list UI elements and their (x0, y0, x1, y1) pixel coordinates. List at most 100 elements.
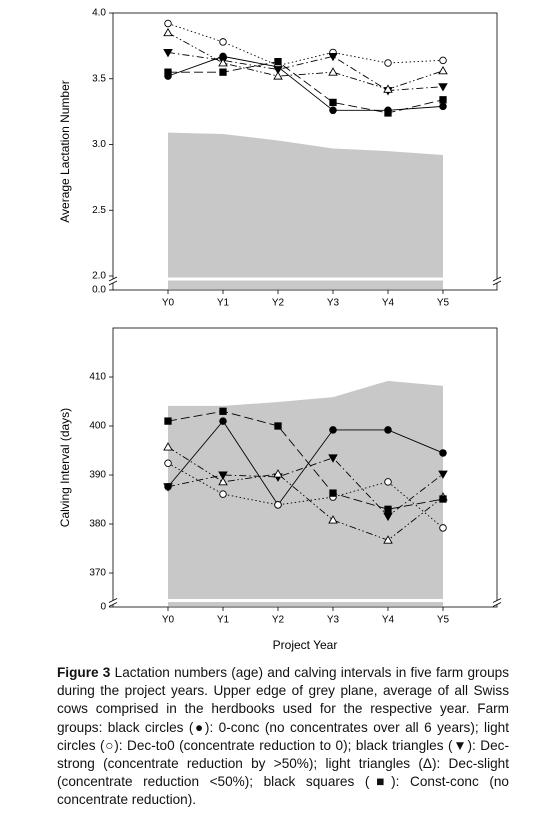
caption-text: Lactation numbers (age) and calving inte… (57, 665, 510, 808)
x-tick-label: Y2 (272, 615, 285, 626)
marker (218, 476, 228, 486)
y-tick-label: 3.5 (92, 73, 106, 84)
marker (163, 49, 173, 58)
marker (438, 470, 448, 479)
x-tick-label: Y0 (162, 298, 175, 309)
series-line (167, 462, 444, 529)
caption: Figure 3 Lactation numbers (age) and cal… (57, 664, 509, 810)
marker (328, 454, 338, 463)
series-line (167, 420, 444, 506)
x-tick-label: Y0 (162, 615, 175, 626)
marker (273, 469, 283, 478)
x-tick-label: Y3 (327, 298, 340, 309)
y-tick-label: 0.0 (92, 285, 106, 296)
marker (218, 58, 228, 67)
y-axis-label: Average Lactation Number (58, 80, 72, 223)
marker (383, 512, 393, 522)
marker (164, 68, 172, 76)
marker (384, 426, 392, 434)
x-tick-label: Y2 (272, 298, 285, 309)
herdbook-area (168, 380, 443, 606)
x-tick-label: Y3 (327, 615, 340, 626)
series-line (167, 457, 444, 517)
figure: 2.0 2.5 3.0 3.5 4.0 0.0 Y0 Y1 Y2 Y3 Y4 Y5 Average La… (58, 8, 502, 652)
marker (329, 98, 337, 107)
y-tick-label: 390 (89, 470, 106, 481)
marker (439, 102, 447, 111)
axis-break-gap (110, 279, 116, 283)
marker (219, 417, 227, 425)
marker (439, 449, 447, 457)
y-tick-label: 400 (89, 421, 106, 432)
axis-break-mark (108, 280, 118, 286)
y-tick-label: 2.0 (92, 271, 106, 282)
series-line (167, 446, 444, 541)
y-axis-label: Calving Interval (days) (58, 408, 72, 527)
axis-break-gap (168, 277, 443, 281)
plot-frame (112, 327, 498, 608)
marker (328, 67, 338, 76)
marker (164, 459, 172, 467)
axis-break-gap (110, 600, 116, 605)
marker (439, 56, 447, 65)
marker (218, 471, 228, 480)
y-tick-label: 3.0 (92, 139, 106, 150)
marker (273, 66, 283, 75)
marker (439, 495, 447, 503)
marker (329, 426, 337, 434)
axis-break-mark (492, 276, 502, 282)
y-tick-label: 2.5 (92, 205, 106, 216)
axis-break-gap (168, 599, 443, 602)
y-tick-label: 4.0 (92, 8, 106, 19)
marker (163, 442, 173, 451)
marker (219, 490, 227, 498)
axis-break-mark (492, 602, 502, 607)
marker (439, 524, 447, 532)
marker (384, 109, 392, 117)
marker (164, 19, 172, 28)
axis-break-gap (494, 600, 500, 605)
caption-label: Figure 3 (57, 665, 111, 680)
axis-break-mark (108, 602, 118, 607)
marker (328, 515, 338, 524)
marker (438, 65, 448, 75)
marker (383, 535, 393, 544)
series-line (167, 55, 444, 111)
marker (383, 84, 393, 93)
marker (274, 58, 282, 66)
marker (219, 38, 227, 46)
axis-break-mark (492, 280, 502, 286)
marker (163, 483, 173, 492)
plot-frame (112, 12, 498, 291)
series-line (167, 52, 444, 92)
y-tick-label: 370 (89, 568, 106, 579)
axis-break-mark (108, 276, 118, 282)
marker (219, 68, 227, 76)
axis-break-mark (108, 598, 118, 603)
series-line (167, 23, 444, 67)
x-tick-label: Y4 (382, 298, 395, 309)
herdbook-area (168, 132, 443, 289)
axis-break-mark (492, 598, 502, 603)
marker (164, 417, 172, 425)
marker (329, 106, 337, 115)
series-line (167, 410, 444, 510)
axis-break-gap (494, 279, 500, 283)
series-line (168, 61, 444, 114)
series-line (167, 32, 444, 90)
marker (163, 27, 173, 37)
marker (438, 83, 448, 92)
marker (384, 59, 392, 67)
marker (328, 52, 338, 62)
x-tick-label: Y1 (217, 298, 230, 309)
marker (329, 489, 337, 497)
marker (384, 505, 392, 513)
marker (439, 96, 447, 104)
x-tick-label: Y5 (437, 615, 450, 626)
x-tick-label: Y5 (437, 298, 450, 309)
marker (384, 478, 392, 486)
marker (274, 501, 282, 509)
y-tick-label: 410 (89, 372, 106, 383)
marker (273, 71, 283, 80)
